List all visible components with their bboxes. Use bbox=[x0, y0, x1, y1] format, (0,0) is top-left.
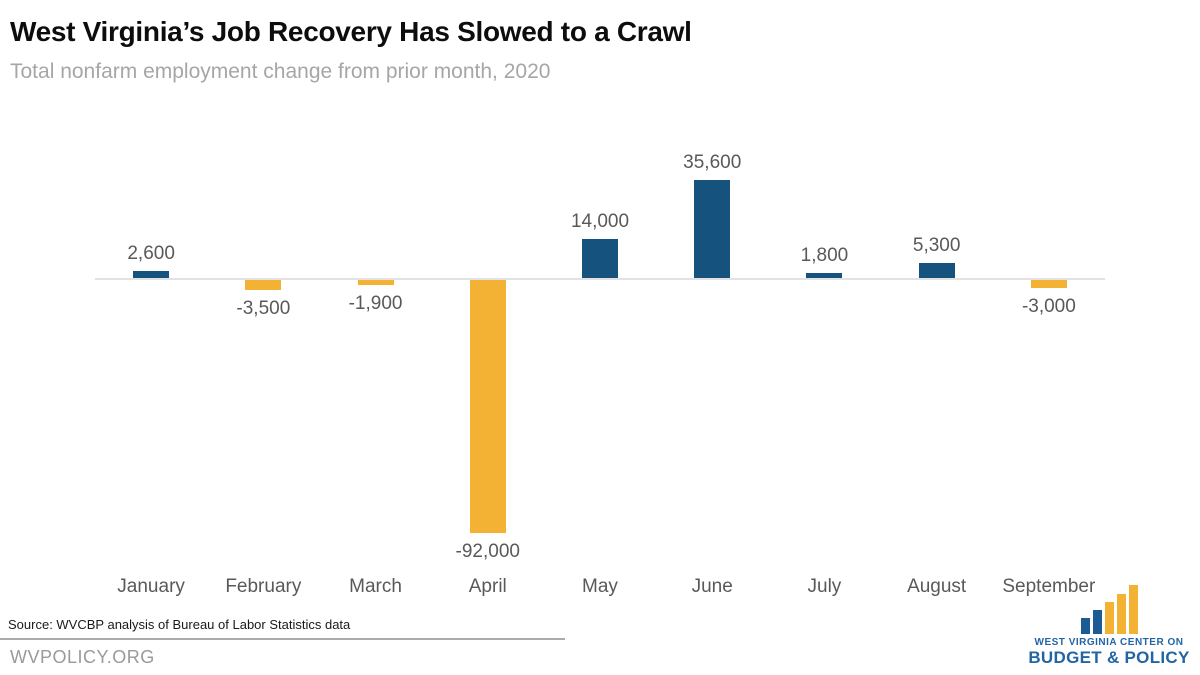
bar-august bbox=[918, 263, 955, 278]
month-label-june: June bbox=[691, 576, 733, 597]
wvcbp-logo: WEST VIRGINIA CENTER ON BUDGET & POLICY bbox=[1028, 584, 1190, 668]
bar-february bbox=[245, 280, 282, 290]
value-label-july: 1,800 bbox=[800, 245, 849, 266]
value-label-august: 5,300 bbox=[912, 235, 961, 257]
logo-bar bbox=[1116, 594, 1126, 634]
value-label-june: 35,600 bbox=[683, 152, 742, 173]
month-label-april: April bbox=[468, 576, 507, 597]
month-label-july: July bbox=[807, 576, 842, 597]
bar-september bbox=[1030, 280, 1067, 289]
logo-bar bbox=[1080, 618, 1090, 634]
value-label-january: 2,600 bbox=[127, 242, 175, 264]
logo-line2: BUDGET & POLICY bbox=[1028, 648, 1190, 667]
bar-january bbox=[133, 270, 170, 278]
plot-area: 2,600 -3,500 -1,900 -92,000 14,000 35,600 1,80… bbox=[95, 100, 1105, 600]
source-note: Source: WVCBP analysis of Bureau of Labo… bbox=[8, 617, 351, 632]
bar-june bbox=[694, 180, 731, 278]
bar-april bbox=[469, 280, 506, 534]
website-label: WVPOLICY.ORG bbox=[10, 647, 155, 667]
month-label-february: February bbox=[225, 576, 302, 597]
month-label-september: September bbox=[1002, 576, 1096, 597]
value-label-february: -3,500 bbox=[236, 297, 291, 319]
month-label-march: March bbox=[349, 576, 402, 597]
value-label-may: 14,000 bbox=[570, 211, 630, 233]
value-label-march: -1,900 bbox=[348, 293, 403, 315]
bar-july bbox=[806, 273, 843, 278]
bar-may bbox=[582, 239, 618, 278]
x-axis-labels: January February March April May June July Augu… bbox=[95, 576, 1105, 598]
month-label-may: May bbox=[582, 576, 618, 597]
x-axis-baseline bbox=[95, 278, 1105, 280]
logo-bar bbox=[1128, 585, 1138, 634]
value-label-september: -3,000 bbox=[1021, 296, 1076, 318]
ascending-bars-icon bbox=[1028, 584, 1190, 634]
logo-bar bbox=[1104, 602, 1114, 634]
bar-march bbox=[357, 280, 394, 286]
chart-title: West Virginia’s Job Recovery Has Slowed … bbox=[10, 16, 692, 47]
logo-line1: WEST VIRGINIA CENTER ON bbox=[1034, 637, 1184, 648]
chart-subtitle: Total nonfarm employment change from pri… bbox=[10, 60, 551, 83]
source-divider bbox=[0, 638, 565, 640]
value-label-april: -92,000 bbox=[455, 541, 520, 563]
logo-bar bbox=[1092, 610, 1102, 634]
month-label-january: January bbox=[117, 576, 185, 597]
month-label-august: August bbox=[907, 576, 967, 597]
